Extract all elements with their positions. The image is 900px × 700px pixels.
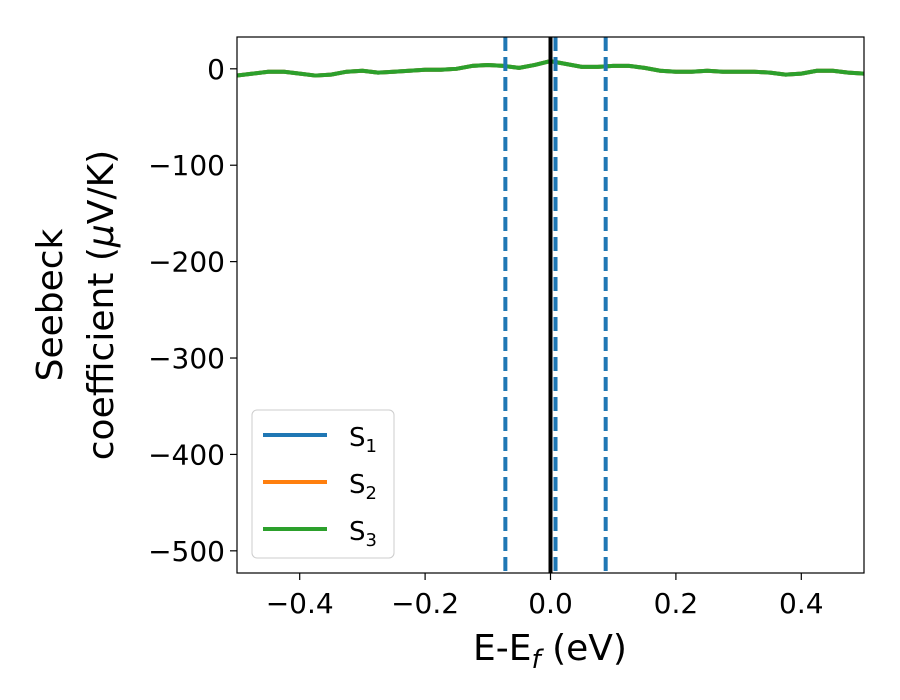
x-tick-label: −0.4 xyxy=(266,587,334,620)
tick-marks: −0.4 −0.2 0.0 0.2 0.4 0 −100 −200 −300 −400 −500 xyxy=(148,53,823,620)
x-tick-label: 0.0 xyxy=(528,587,573,620)
legend: S1 S2 S3 xyxy=(251,409,395,559)
y-tick-label: −100 xyxy=(148,149,225,182)
x-axis-label: E-Ef (eV) xyxy=(473,628,627,675)
y-tick-label: −400 xyxy=(148,438,225,471)
y-tick-label: −300 xyxy=(148,342,225,375)
legend-label-s1: S1 xyxy=(349,423,377,457)
legend-label-s3: S3 xyxy=(349,517,377,551)
y-axis-label: Seebeck coefficient (μV/K) xyxy=(30,150,122,460)
y-tick-label: 0 xyxy=(207,53,225,86)
plot-area xyxy=(237,37,864,573)
x-tick-label: −0.2 xyxy=(391,587,459,620)
y-axis-label-line1: Seebeck xyxy=(30,228,71,381)
y-tick-label: −500 xyxy=(148,535,225,568)
x-tick-label: 0.4 xyxy=(779,587,824,620)
legend-label-s2: S2 xyxy=(349,470,377,504)
y-tick-label: −200 xyxy=(148,246,225,279)
plot-clip-group xyxy=(237,37,864,573)
x-tick-label: 0.2 xyxy=(654,587,699,620)
y-axis-label-line2: coefficient (μV/K) xyxy=(81,150,122,460)
